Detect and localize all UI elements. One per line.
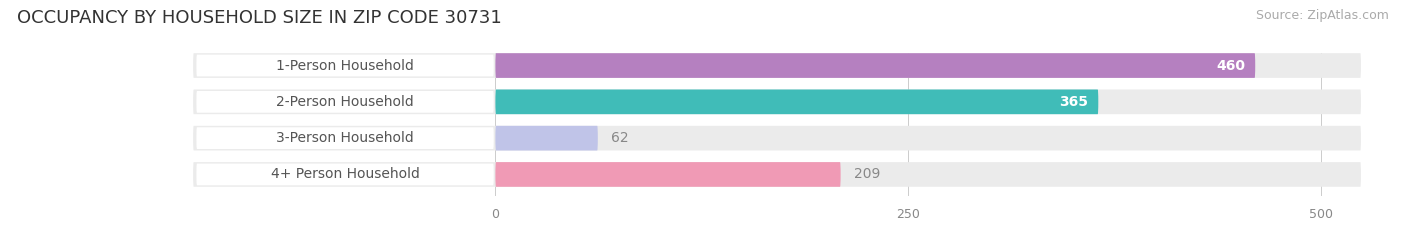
FancyBboxPatch shape	[193, 53, 1361, 78]
FancyBboxPatch shape	[495, 162, 841, 187]
Text: 2-Person Household: 2-Person Household	[276, 95, 413, 109]
Text: 62: 62	[612, 131, 628, 145]
Text: 365: 365	[1059, 95, 1088, 109]
FancyBboxPatch shape	[193, 89, 1361, 114]
Text: 209: 209	[853, 168, 880, 182]
Text: 3-Person Household: 3-Person Household	[276, 131, 413, 145]
FancyBboxPatch shape	[197, 55, 494, 76]
Text: 460: 460	[1216, 58, 1246, 72]
FancyBboxPatch shape	[197, 91, 494, 113]
FancyBboxPatch shape	[495, 126, 598, 151]
Text: 1-Person Household: 1-Person Household	[276, 58, 413, 72]
FancyBboxPatch shape	[193, 162, 1361, 187]
FancyBboxPatch shape	[197, 164, 494, 185]
FancyBboxPatch shape	[193, 126, 1361, 151]
Text: 4+ Person Household: 4+ Person Household	[270, 168, 419, 182]
Text: Source: ZipAtlas.com: Source: ZipAtlas.com	[1256, 9, 1389, 22]
FancyBboxPatch shape	[495, 53, 1256, 78]
Text: OCCUPANCY BY HOUSEHOLD SIZE IN ZIP CODE 30731: OCCUPANCY BY HOUSEHOLD SIZE IN ZIP CODE …	[17, 9, 502, 27]
FancyBboxPatch shape	[197, 127, 494, 149]
FancyBboxPatch shape	[495, 89, 1098, 114]
